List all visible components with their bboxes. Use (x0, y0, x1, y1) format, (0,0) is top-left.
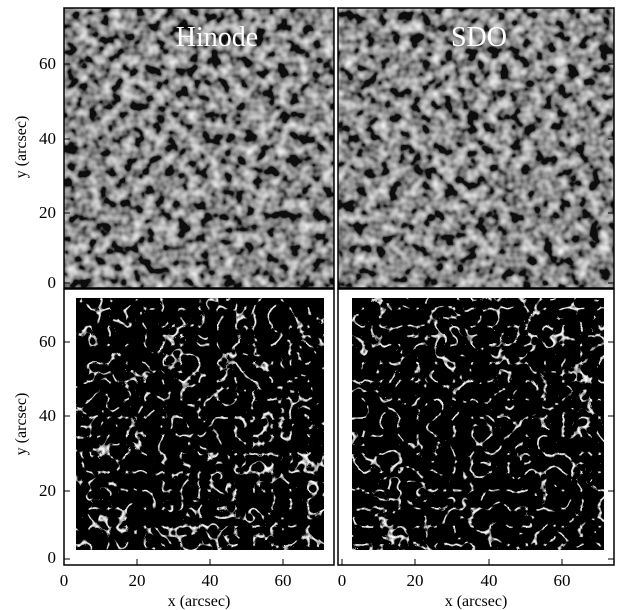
y-axis-title-bottom: y (arcsec) (13, 393, 30, 456)
image-sdo (338, 8, 614, 288)
y-ticks-bottom: 0 20 40 60 (39, 332, 56, 567)
y-tick-label: 20 (39, 203, 56, 222)
y-tick-label: 0 (48, 273, 57, 292)
x-tick-label: 0 (338, 571, 347, 590)
x-tick-label: 20 (129, 571, 146, 590)
tick-marks (63, 63, 614, 565)
panel-top-right: SDO (337, 7, 615, 289)
y-axis-title-top: y (arcsec) (13, 116, 30, 179)
x-tick-label: 60 (554, 571, 571, 590)
x-tick-label: 40 (202, 571, 219, 590)
mask-sdo (352, 298, 604, 550)
y-ticks-top: 0 20 40 60 (39, 54, 56, 292)
panel-bottom-right (337, 288, 615, 566)
y-tick-label: 20 (39, 481, 56, 500)
panel-title-hinode: Hinode (176, 22, 258, 53)
panel-bottom-left (63, 288, 335, 566)
x-axis-title-right: x (arcsec) (445, 593, 508, 610)
x-ticks-left: 0 20 40 60 (60, 571, 292, 590)
x-tick-label: 0 (60, 571, 69, 590)
y-tick-label: 60 (39, 332, 56, 351)
image-hinode (64, 8, 334, 288)
y-tick-label: 40 (39, 406, 56, 425)
panel-title-sdo: SDO (451, 22, 507, 53)
y-tick-label: 0 (48, 548, 57, 567)
x-ticks-right: 0 20 40 60 (338, 571, 571, 590)
x-tick-label: 40 (481, 571, 498, 590)
y-tick-label: 60 (39, 54, 56, 73)
y-tick-label: 40 (39, 129, 56, 148)
mask-hinode (76, 298, 324, 550)
panel-top-left: Hinode (63, 7, 335, 289)
x-axis-title-left: x (arcsec) (168, 593, 231, 610)
x-tick-label: 60 (275, 571, 292, 590)
x-tick-label: 20 (407, 571, 424, 590)
